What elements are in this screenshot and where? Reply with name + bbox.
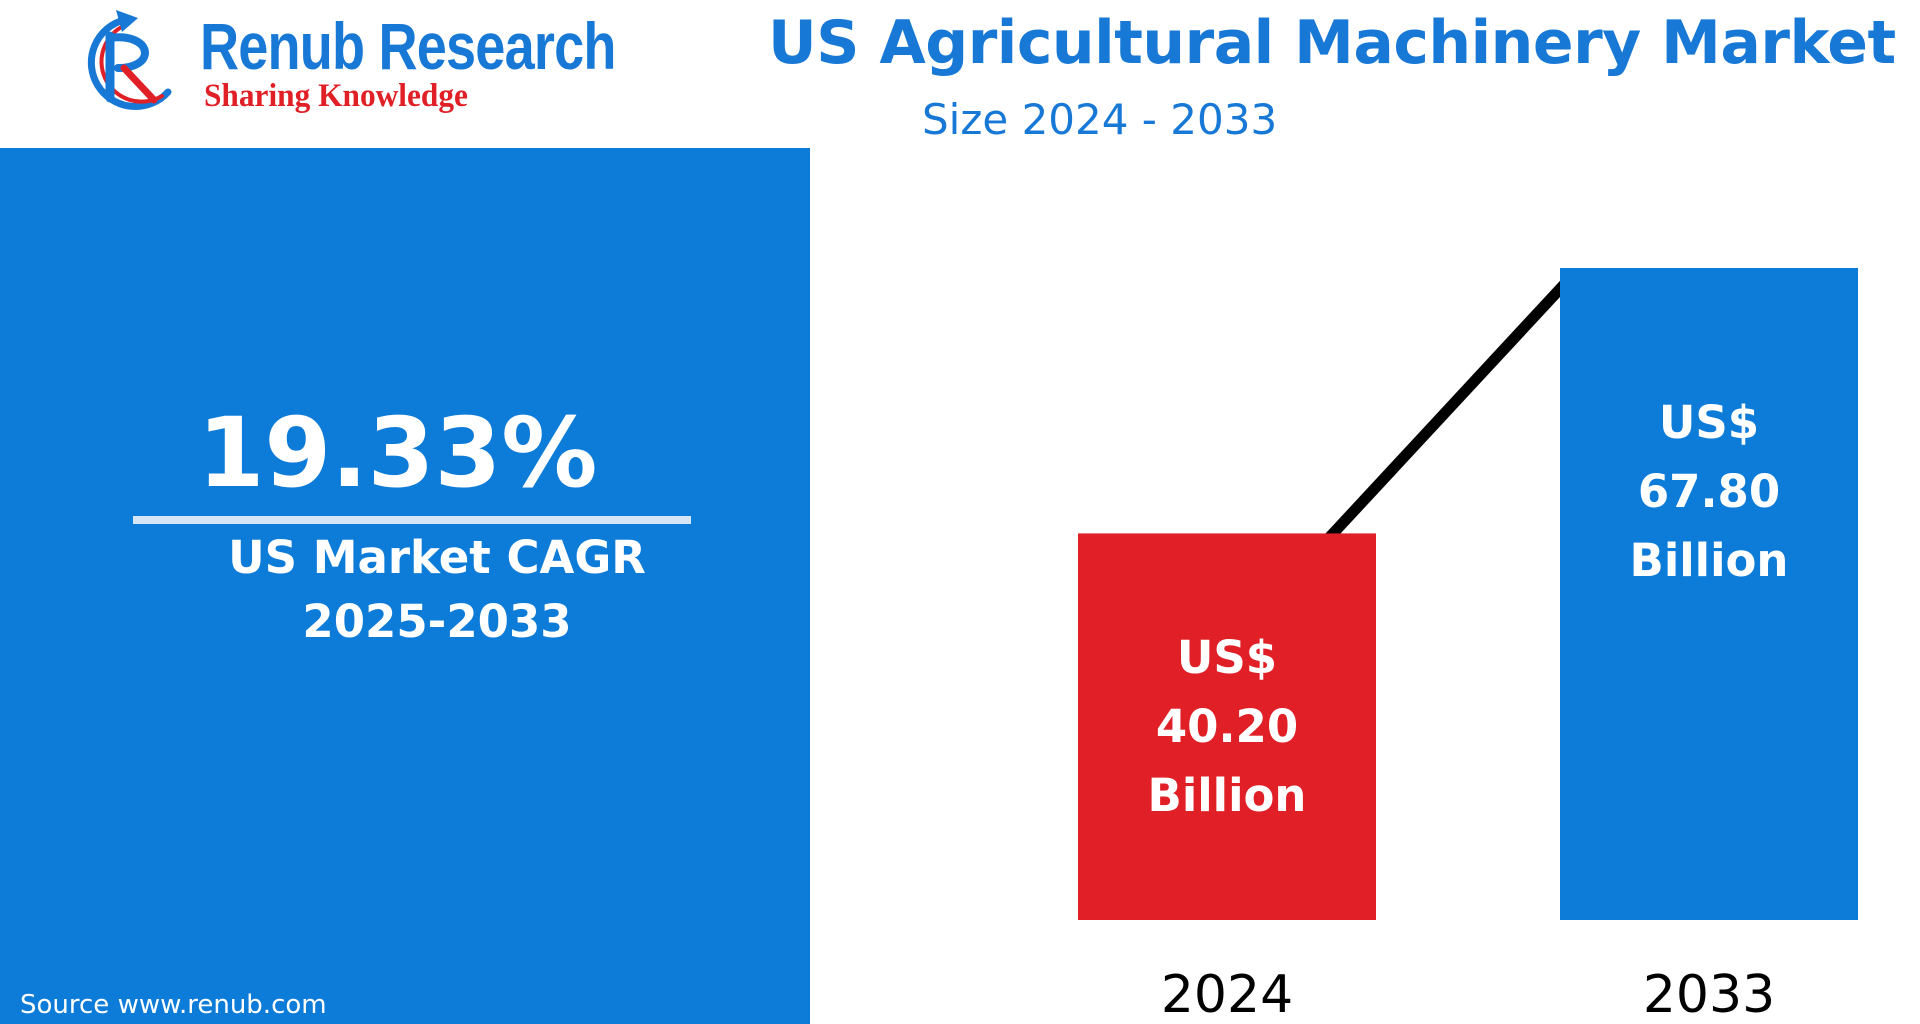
brand-name: Renub Research: [200, 9, 616, 83]
data-label-2033-0: US$: [1659, 396, 1759, 449]
cagr-panel: 19.33% US Market CAGR 2025-2033: [0, 148, 810, 1024]
data-label-2024-2: Billion: [1148, 769, 1307, 822]
renub-r-arrow-icon: [87, 10, 172, 110]
data-label-2024-0: US$: [1177, 631, 1277, 684]
trend-line: [1312, 272, 1577, 556]
cagr-value: 19.33%: [197, 397, 598, 509]
bar-2033: [1560, 268, 1858, 920]
tick-label-2024: 2024: [1161, 965, 1293, 1024]
page-title: US Agricultural Machinery Market: [768, 8, 1896, 78]
data-label-2033-1: 67.80: [1638, 465, 1780, 518]
cagr-period: 2025-2033: [302, 595, 572, 648]
data-label-2024-1: 40.20: [1156, 700, 1298, 753]
page-subtitle: Size 2024 - 2033: [922, 95, 1278, 144]
cagr-divider: [133, 516, 691, 524]
brand-tagline: Sharing Knowledge: [204, 78, 468, 114]
tick-label-2033: 2033: [1643, 965, 1775, 1024]
data-label-2033-2: Billion: [1630, 534, 1789, 587]
cagr-label: US Market CAGR: [228, 531, 646, 584]
bar-2024: [1078, 533, 1376, 920]
brand-logo[interactable]: Renub Research Sharing Knowledge: [66, 6, 666, 116]
source-credit: Source www.renub.com: [20, 990, 327, 1020]
